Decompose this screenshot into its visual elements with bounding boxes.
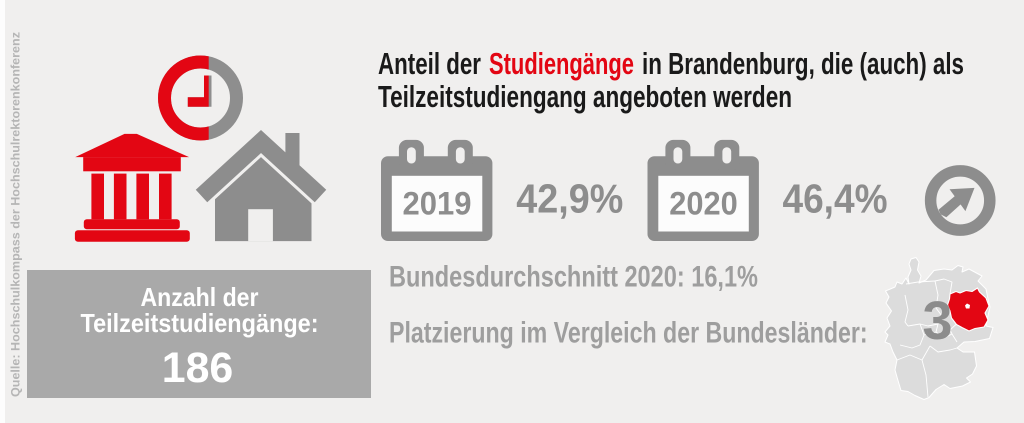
svg-text:Teilzeitstudiengang angeboten: Teilzeitstudiengang angeboten werden [378,79,792,114]
svg-text:2019: 2019 [403,186,472,222]
svg-text:Anteil der: Anteil der [378,46,481,81]
svg-text:186: 186 [162,344,234,392]
svg-text:Anzahl der: Anzahl der [141,282,259,312]
svg-text:2020: 2020 [669,186,738,222]
svg-text:Quelle: Hochschulkompass der H: Quelle: Hochschulkompass der Hochschulre… [9,32,23,397]
svg-text:Platzierung im Vergleich der B: Platzierung im Vergleich der Bundeslände… [389,317,868,350]
svg-text:3: 3 [923,291,953,351]
svg-text:Teilzeitstudiengänge:: Teilzeitstudiengänge: [81,308,319,338]
svg-text:46,4%: 46,4% [783,176,888,222]
svg-text:Studiengänge: Studiengänge [489,46,634,81]
svg-text:Bundesdurchschnitt 2020: 16,1%: Bundesdurchschnitt 2020: 16,1% [389,261,758,294]
svg-text:in Brandenburg, die (auch) als: in Brandenburg, die (auch) als [642,46,964,81]
svg-text:42,9%: 42,9% [516,176,623,222]
